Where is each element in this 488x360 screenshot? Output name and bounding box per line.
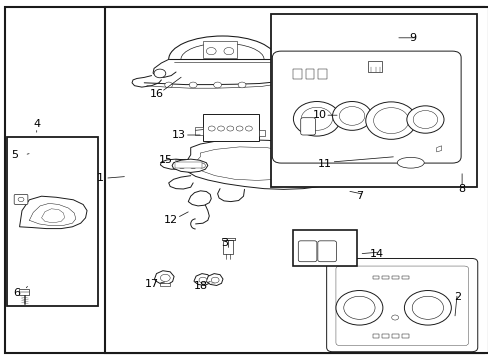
Bar — [175, 162, 202, 168]
Circle shape — [411, 296, 443, 319]
Text: 14: 14 — [369, 249, 383, 259]
Circle shape — [406, 106, 443, 133]
Circle shape — [343, 296, 374, 319]
FancyBboxPatch shape — [317, 241, 336, 262]
Text: 16: 16 — [149, 89, 163, 99]
Text: 5: 5 — [11, 150, 18, 160]
Bar — [293, 69, 302, 79]
Bar — [317, 69, 326, 79]
Polygon shape — [436, 146, 441, 152]
Polygon shape — [172, 159, 207, 172]
Circle shape — [332, 102, 371, 130]
Bar — [293, 230, 356, 266]
Circle shape — [189, 163, 197, 168]
Circle shape — [211, 277, 219, 283]
Bar — [203, 41, 237, 58]
Text: 7: 7 — [355, 191, 362, 201]
Bar — [259, 130, 264, 136]
Bar — [7, 137, 98, 306]
Bar — [382, 276, 388, 279]
Circle shape — [217, 126, 224, 131]
Bar — [194, 127, 203, 135]
Bar — [401, 276, 408, 279]
Bar — [382, 334, 388, 338]
Text: 13: 13 — [171, 130, 185, 140]
Circle shape — [373, 108, 408, 134]
Bar — [372, 334, 379, 338]
Circle shape — [189, 82, 197, 88]
Circle shape — [391, 315, 398, 320]
Circle shape — [293, 102, 340, 136]
Circle shape — [18, 197, 24, 202]
Circle shape — [236, 126, 243, 131]
Text: 3: 3 — [221, 238, 228, 248]
Circle shape — [213, 82, 221, 88]
Bar — [271, 14, 476, 187]
Bar — [305, 69, 314, 79]
Circle shape — [226, 126, 233, 131]
FancyBboxPatch shape — [14, 194, 28, 204]
Circle shape — [206, 48, 216, 55]
Text: 18: 18 — [193, 281, 207, 291]
Circle shape — [301, 107, 332, 130]
Bar — [203, 114, 259, 141]
Circle shape — [199, 277, 206, 283]
Circle shape — [365, 102, 416, 139]
Bar — [372, 276, 379, 279]
Text: 2: 2 — [453, 292, 460, 302]
Text: 8: 8 — [458, 184, 465, 194]
Circle shape — [178, 163, 185, 168]
Text: 17: 17 — [144, 279, 158, 289]
Text: 9: 9 — [409, 33, 416, 43]
Bar — [391, 334, 398, 338]
Circle shape — [335, 291, 382, 325]
Circle shape — [160, 274, 170, 282]
Circle shape — [404, 291, 450, 325]
FancyBboxPatch shape — [335, 266, 468, 346]
Circle shape — [164, 82, 172, 88]
Circle shape — [339, 107, 364, 125]
Text: 11: 11 — [318, 159, 331, 169]
FancyBboxPatch shape — [326, 258, 477, 352]
Polygon shape — [206, 274, 223, 285]
Text: 10: 10 — [313, 110, 326, 120]
FancyBboxPatch shape — [272, 51, 460, 163]
Polygon shape — [41, 209, 64, 223]
Bar — [367, 61, 382, 72]
Text: 15: 15 — [159, 155, 173, 165]
Ellipse shape — [396, 157, 424, 168]
Text: 1: 1 — [97, 173, 103, 183]
Text: 6: 6 — [14, 288, 20, 298]
Text: 4: 4 — [33, 119, 40, 129]
Bar — [19, 289, 29, 295]
Circle shape — [412, 111, 437, 129]
Bar — [105, 7, 488, 353]
Bar — [223, 240, 233, 254]
Bar — [391, 276, 398, 279]
Circle shape — [154, 69, 165, 78]
FancyBboxPatch shape — [298, 241, 316, 262]
Polygon shape — [185, 140, 342, 189]
Polygon shape — [194, 274, 210, 285]
Circle shape — [224, 48, 233, 55]
FancyBboxPatch shape — [300, 118, 315, 135]
Polygon shape — [20, 196, 87, 229]
Bar — [160, 283, 170, 286]
Bar — [401, 334, 408, 338]
Polygon shape — [154, 271, 174, 284]
Circle shape — [245, 126, 252, 131]
Circle shape — [208, 126, 215, 131]
Text: 12: 12 — [164, 215, 178, 225]
Polygon shape — [188, 191, 211, 206]
Circle shape — [238, 82, 245, 88]
Circle shape — [198, 163, 205, 168]
